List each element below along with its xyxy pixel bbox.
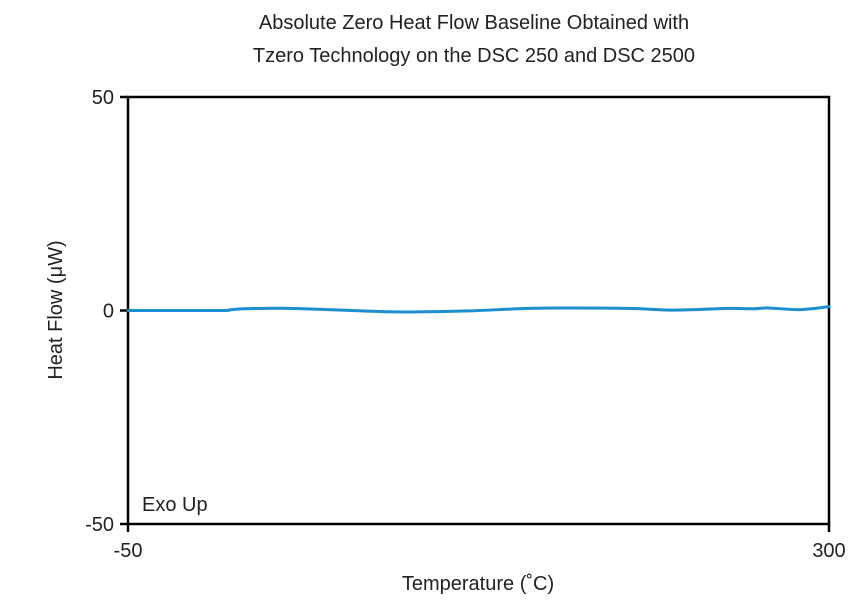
- chart-title-line-2: Tzero Technology on the DSC 250 and DSC …: [253, 45, 695, 67]
- y-tick-label-2: -50: [85, 514, 114, 536]
- y-axis-label: Heat Flow (μW): [45, 240, 67, 379]
- plot-area: 50 0 -50-50 300: [85, 87, 846, 562]
- x-axis-label: Temperature (˚C): [402, 573, 554, 595]
- series-line-0: [126, 305, 831, 314]
- y-tick-label-1: 0: [103, 301, 114, 323]
- chart-title-line-1: Absolute Zero Heat Flow Baseline Obtaine…: [259, 12, 689, 34]
- x-tick-label-1: 300: [812, 540, 845, 562]
- y-tick-label-0: 50: [92, 87, 114, 109]
- x-tick-label-0: -50: [114, 540, 143, 562]
- exo-up-annotation: Exo Up: [142, 494, 208, 516]
